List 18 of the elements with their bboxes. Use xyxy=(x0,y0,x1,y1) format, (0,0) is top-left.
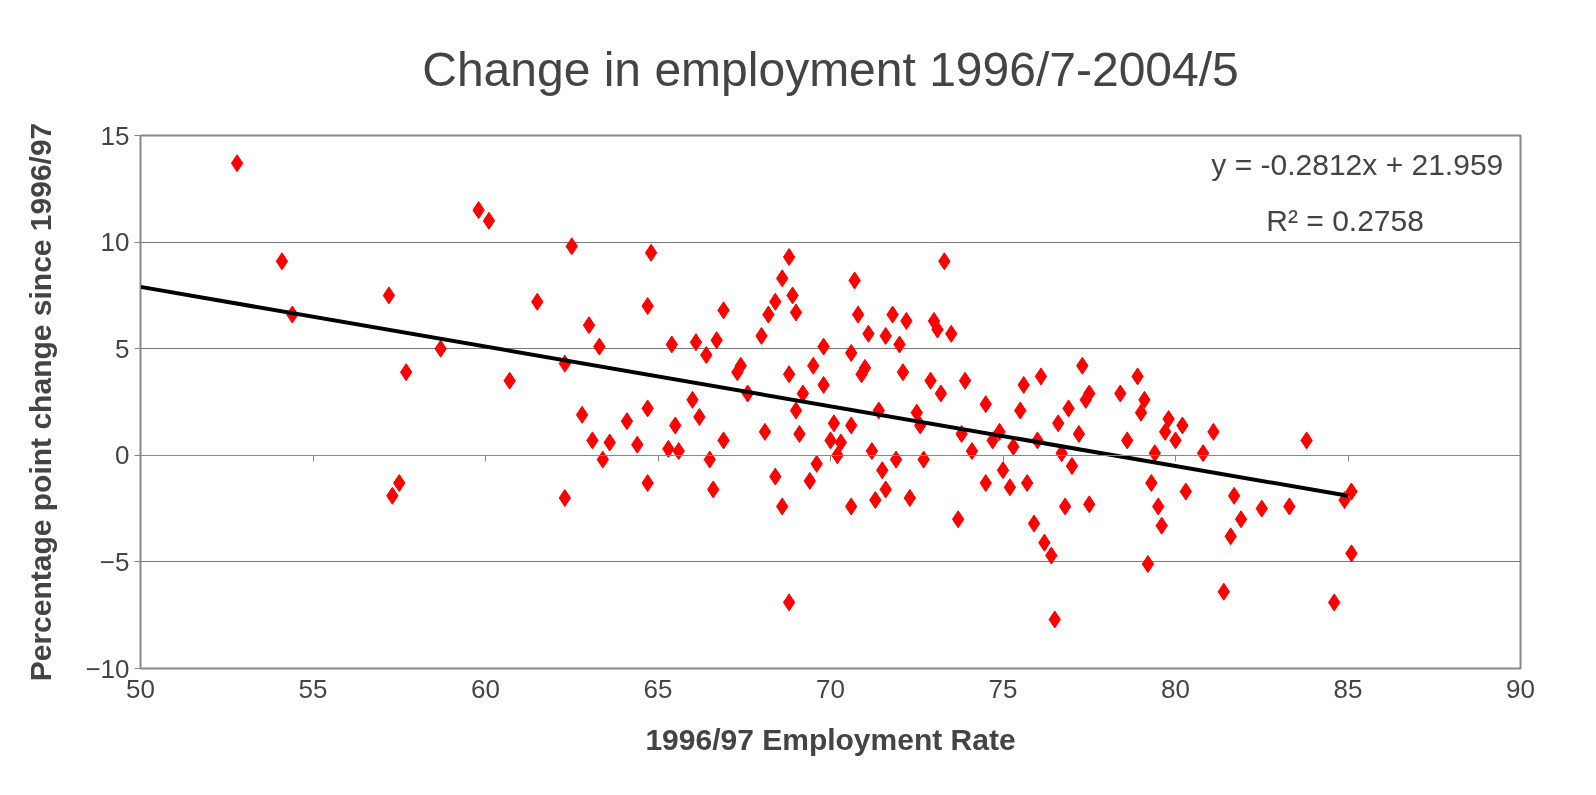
y-tick-label: 5 xyxy=(115,333,130,364)
x-axis-title: 1996/97 Employment Rate xyxy=(645,722,1016,756)
y-tick-label: 15 xyxy=(100,120,130,151)
x-tick-label: 75 xyxy=(988,673,1018,704)
x-tick-label: 55 xyxy=(298,673,328,704)
y-tick-label: 0 xyxy=(115,440,130,471)
x-tick-label: 90 xyxy=(1506,673,1535,704)
x-tick-label: 80 xyxy=(1161,673,1190,704)
x-tick-label: 60 xyxy=(471,673,500,704)
annotation: R² = 0.2758 xyxy=(1266,203,1424,237)
x-tick-label: 85 xyxy=(1333,673,1363,704)
y-axis-title: Percentage point change since 1996/97 xyxy=(24,122,58,682)
x-tick-label: 65 xyxy=(643,673,673,704)
x-tick-label: 70 xyxy=(816,673,845,704)
y-tick-label: −5 xyxy=(99,546,130,577)
y-tick-label: 10 xyxy=(100,227,130,258)
annotation: y = -0.2812x + 21.959 xyxy=(1211,148,1504,182)
chart-title: Change in employment 1996/7-2004/5 xyxy=(422,42,1239,96)
